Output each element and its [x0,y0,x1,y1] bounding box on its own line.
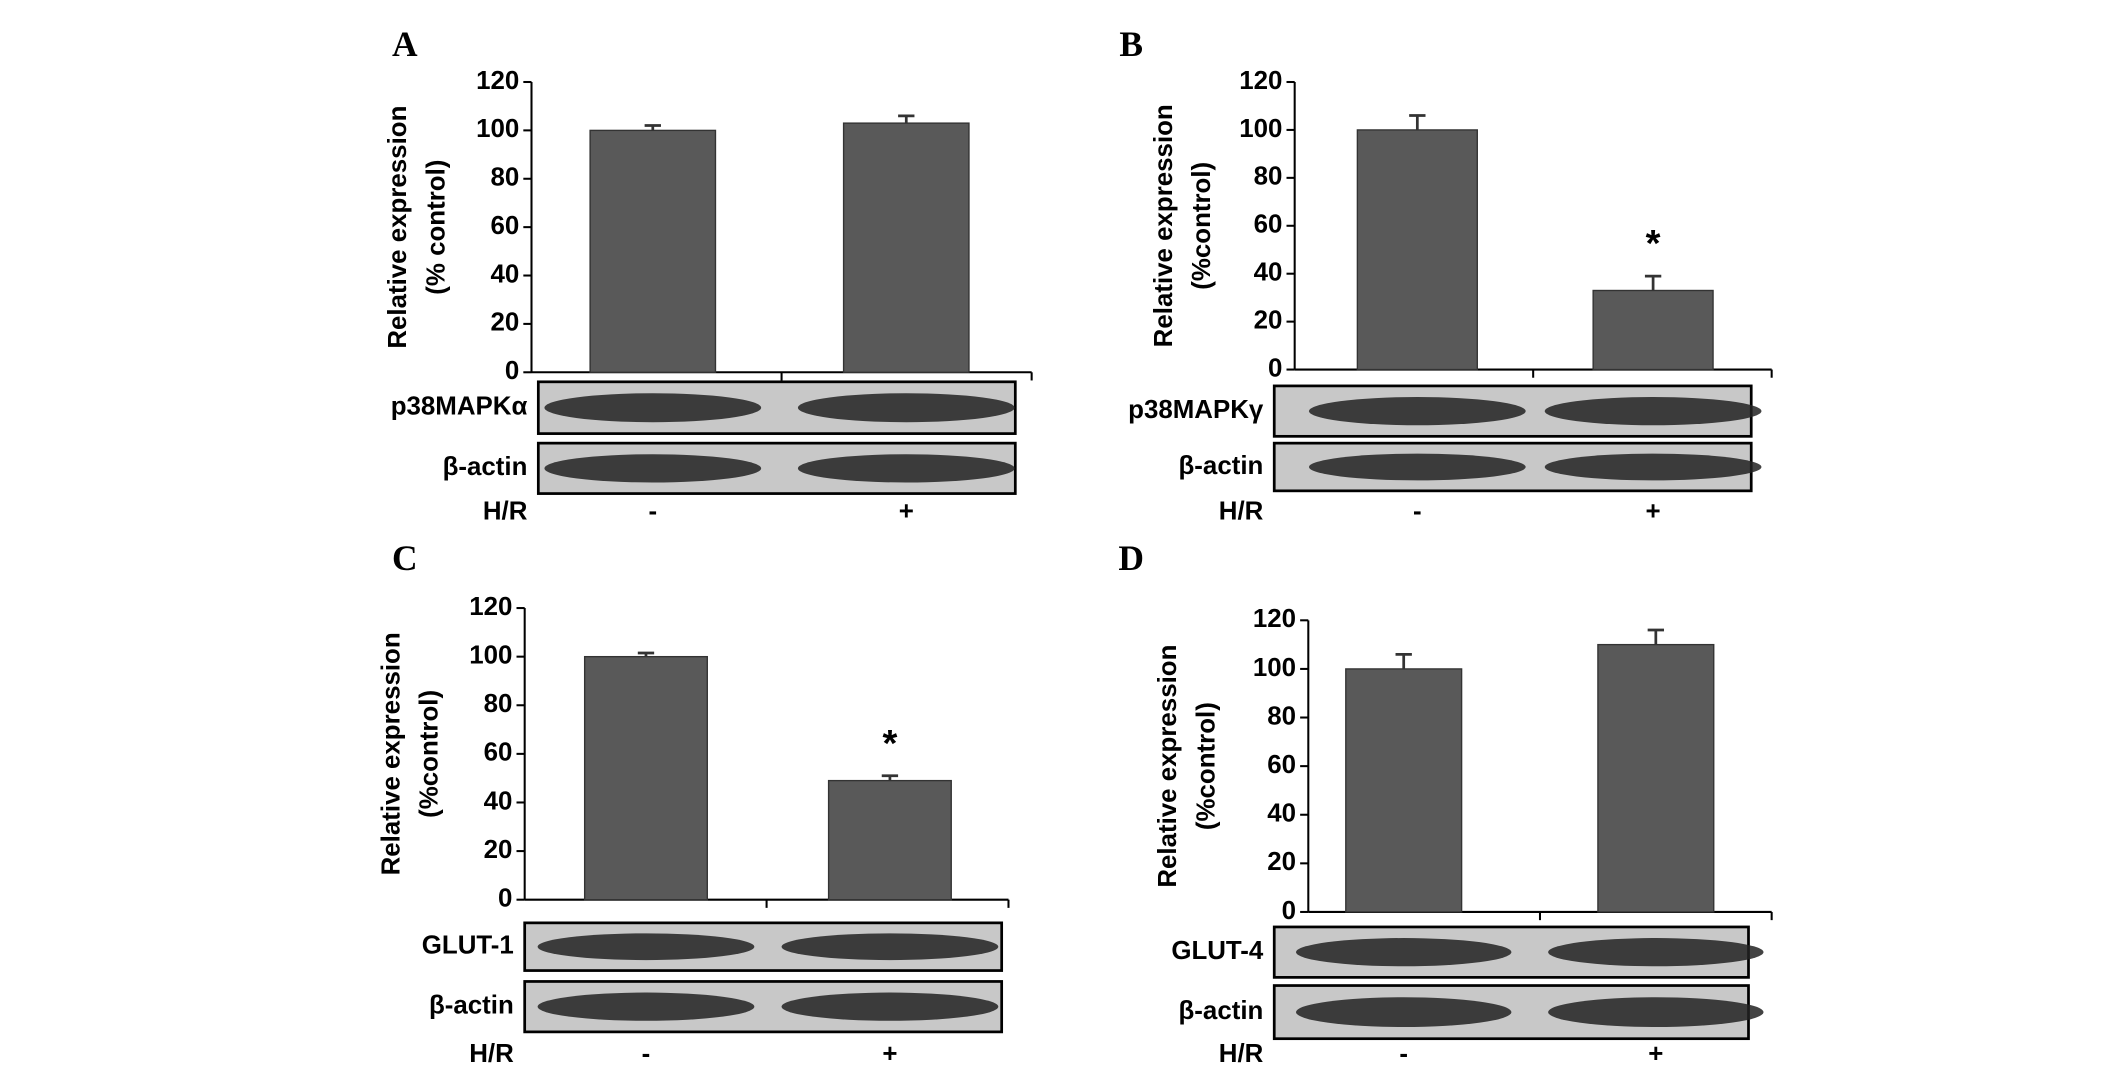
y-axis-label: Relative expression [384,106,412,349]
y-tick-label: 100 [476,115,519,143]
blot-band [537,933,755,961]
y-tick-label: 0 [1282,897,1296,925]
y-tick-label: 100 [1253,654,1296,682]
blot-label: β-actin [443,453,528,481]
category-label: - [648,497,657,525]
y-tick-label: 0 [1268,354,1282,382]
category-label: + [899,497,914,525]
y-tick-label: 80 [484,690,513,718]
category-label: + [1646,497,1661,525]
bar [842,122,970,373]
significance-mark: * [1646,222,1661,265]
panel-label: D [1118,538,1144,578]
error-bar [1647,628,1665,645]
blot-label: β-actin [1179,452,1264,480]
x-axis-label: H/R [1219,497,1264,525]
y-tick-label: 40 [490,260,519,288]
y-tick-label: 80 [490,164,519,192]
category-label: - [642,1040,651,1068]
y-axis-label: Relative expression [1150,104,1178,347]
y-tick-label: 120 [1253,605,1296,633]
blot-band [797,454,1015,483]
y-tick-label: 0 [498,885,512,913]
bar [827,779,952,901]
error-bar [637,651,655,657]
panel-label: A [392,24,418,64]
blot-band [781,992,999,1021]
blot-band [1296,997,1512,1028]
bar [1345,668,1463,913]
y-tick-label: 80 [1254,163,1283,191]
error-bar [1409,114,1426,130]
y-tick-label: 60 [490,212,519,240]
blot-band [797,393,1015,423]
y-axis-label: (% control) [422,160,450,295]
y-axis-label: (%control) [1192,702,1220,830]
category-label: - [1413,497,1422,525]
y-axis-label: (%control) [1188,162,1216,290]
blot-label: p38MAPKα [391,393,528,421]
blot-band [544,454,762,483]
error-bar [1644,274,1662,291]
blot-band [1548,997,1764,1028]
bar [1356,129,1478,371]
blot-band [1544,397,1762,426]
blot-band [1544,453,1762,481]
y-tick-label: 20 [1267,848,1296,876]
y-axis-label: Relative expression [1154,645,1182,888]
x-axis-label: H/R [469,1040,514,1068]
error-bar [1395,652,1412,669]
y-tick-label: 80 [1267,702,1296,730]
y-tick-label: 20 [1254,306,1283,334]
y-tick-label: 20 [484,836,513,864]
error-bar [898,114,915,124]
bar [583,655,708,901]
y-tick-label: 120 [1239,67,1282,95]
blot-band [1308,453,1526,481]
panel-label: C [392,538,418,578]
blot-label: p38MAPKγ [1128,396,1264,424]
x-axis-label: H/R [1219,1040,1264,1068]
y-tick-label: 100 [469,641,512,669]
y-axis-label: Relative expression [377,632,405,875]
bar [1592,289,1714,371]
significance-mark: * [882,722,897,765]
y-tick-label: 120 [476,67,519,95]
blot-band [781,933,999,961]
error-bar [644,124,661,131]
blot-band [537,992,755,1021]
y-tick-label: 40 [484,787,513,815]
blot-label: β-actin [1179,997,1264,1025]
y-tick-label: 60 [484,739,513,767]
blot-band [1296,938,1512,967]
category-label: + [1648,1040,1663,1068]
y-tick-label: 120 [469,593,512,621]
blot-band [1308,397,1526,426]
blot-label: β-actin [429,992,514,1020]
blot-label: GLUT-4 [1171,937,1264,965]
y-tick-label: 20 [490,309,519,337]
y-tick-label: 100 [1239,115,1282,143]
bar [589,129,717,373]
blot-band [1548,938,1764,967]
bar [1597,643,1715,913]
category-label: - [1399,1040,1408,1068]
y-tick-label: 0 [505,357,519,385]
blot-band [544,393,762,423]
y-tick-label: 40 [1254,259,1283,287]
y-axis-label: (%control) [415,690,443,818]
y-tick-label: 40 [1267,800,1296,828]
y-tick-label: 60 [1267,751,1296,779]
panel-label: B [1119,24,1143,64]
x-axis-label: H/R [483,497,528,525]
category-label: + [882,1040,897,1068]
y-tick-label: 60 [1254,211,1283,239]
blot-label: GLUT-1 [422,932,514,960]
error-bar [881,774,899,781]
